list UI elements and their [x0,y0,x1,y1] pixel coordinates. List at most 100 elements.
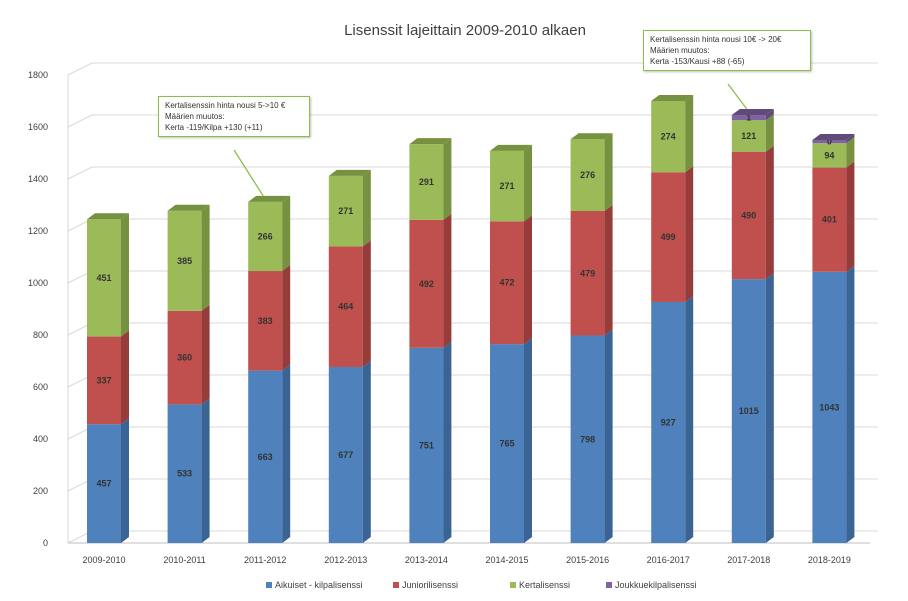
data-label: 1 [746,113,751,123]
bar-stack: 765 472 271 [490,144,532,543]
data-label: 337 [96,375,111,385]
bar-segment-side [524,338,532,543]
x-tick-label: 2012-2013 [324,555,367,565]
x-tick-label: 2011-2012 [244,555,286,565]
data-label: 490 [741,210,756,220]
data-label: 274 [661,132,676,142]
data-label: 94 [824,150,834,160]
chart-title: Lisenssit lajeittain 2009-2010 alkaen [344,22,586,39]
bar-segment [490,150,524,222]
data-label: 492 [419,279,434,289]
data-label: 472 [499,278,514,288]
data-label: 479 [580,268,595,278]
bar-stack: 1043 401 94 0 [812,134,855,543]
bar-segment-side [201,204,210,311]
legend-label: Joukkuekilpalisenssi [615,580,697,590]
bar-segment-side [362,169,371,247]
bar-segment [731,279,766,543]
data-label: 291 [419,177,434,187]
bar-segment [328,246,363,367]
bar-segment-side [282,195,291,272]
data-label: 0 [827,137,832,147]
y-tick-label: 400 [33,434,48,444]
x-tick-label: 2018-2019 [808,555,851,565]
annotation-line: Määrien muutos: [650,46,710,55]
bar-segment-side [765,273,774,543]
x-tick-label: 2014-2015 [485,555,528,565]
data-label: 798 [580,434,595,444]
data-label: 385 [177,256,192,266]
x-tick-label: 2015-2016 [566,555,609,565]
bar-segment-side [685,166,694,302]
bar-segment [167,210,202,311]
bar-stack: 751 492 291 [409,138,452,543]
bar-segment [328,366,363,543]
data-label: 751 [419,440,434,450]
bar-segment-side [201,304,210,405]
bar-segment-side [282,265,291,371]
data-label: 927 [661,417,676,427]
bar-segment-side [443,213,452,348]
data-label: 383 [258,316,273,326]
annotation-line: Määrien muutos: [165,112,225,121]
bar-segment-side [765,145,774,280]
bar-segment-side [685,295,694,543]
bar-stack: 1015 490 121 1 [731,109,774,543]
legend-label: Kertalisenssi [519,580,570,590]
bar-segment-side [524,144,532,222]
bar-segment [731,115,766,121]
bar-stack: 927 499 274 [651,95,694,543]
x-tick-label: 2013-2014 [405,555,448,565]
bar-segment-side [121,330,129,425]
bar-segment [248,271,283,371]
bar-stack: 798 479 276 [570,133,613,543]
bar-segment [731,120,766,152]
bar-segment-side [846,265,855,543]
bar-segment [570,335,605,543]
bar-segment-side [282,364,291,543]
legend-swatch [606,582,612,588]
data-label: 677 [338,450,353,460]
bar-segment-side [846,134,855,144]
x-tick-label: 2009-2010 [82,555,125,565]
bar-segment [651,101,686,173]
bar-segment-side [362,360,371,543]
gridline-side [67,62,93,76]
bar-stack: 457 337 451 [87,213,129,543]
bar-segment-side [201,398,210,543]
y-tick-label: 0 [43,538,48,548]
bar-segment [570,139,605,211]
bar-top-face [490,144,532,151]
data-label: 457 [96,479,111,489]
data-label: 271 [338,206,353,216]
bar-segment-side [524,215,532,345]
data-label: 360 [177,353,192,363]
bars: 457 337 451 533 360 385 663 383 266 677 464 271 751 4… [87,95,855,543]
bar-segment [167,404,202,543]
bar-top-face [651,95,694,101]
y-tick-label: 1600 [28,122,48,132]
data-label: 276 [580,170,595,180]
bar-segment [409,347,444,543]
bar-segment-side [121,213,129,337]
bar-segment-side [685,95,694,173]
bar-top-face [570,133,613,140]
bar-segment-side [604,133,613,211]
legend-swatch [266,582,272,588]
bar-segment-side [443,138,452,220]
bar-segment [248,370,283,543]
y-tick-label: 600 [33,382,48,392]
bar-segment-side [443,341,452,543]
bar-segment [409,219,444,348]
data-label: 499 [661,232,676,242]
annotation-price-2017: Kertalisenssin hinta nousi 10€ -> 20€ Mä… [643,30,811,71]
annotation-line: Kertalisenssin hinta nousi 10€ -> 20€ [650,35,782,44]
x-tick-label: 2010-2011 [163,555,205,565]
data-label: 1043 [819,402,839,412]
bar-segment [812,271,847,543]
legend: Aikuiset - kilpalisenssi Juniorilisenssi K… [266,580,697,590]
annotation-leader [727,83,748,110]
annotation-price-2011: Kertalisenssin hinta nousi 5->10 € Määri… [158,96,310,137]
data-label: 1015 [739,406,759,416]
x-tick-label: 2016-2017 [647,555,690,565]
